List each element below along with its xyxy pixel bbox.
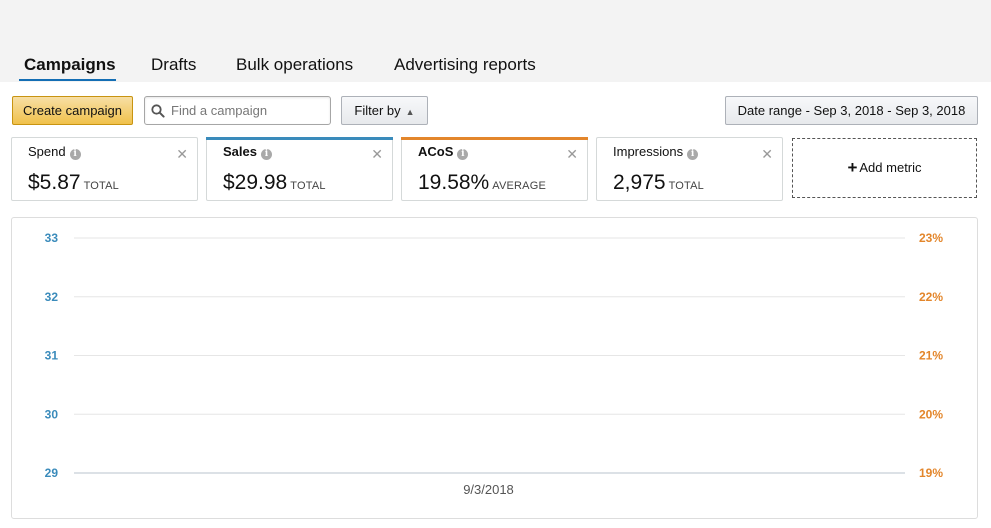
performance-chart: 33 23% 32 22% 31 21% 30 20% 29 19% 9/3/2018 bbox=[45, 231, 944, 497]
plus-icon: + bbox=[847, 158, 858, 177]
left-axis-tick-label: 31 bbox=[45, 349, 59, 363]
left-axis-tick-label: 32 bbox=[45, 290, 59, 304]
close-icon[interactable]: ✕ bbox=[761, 146, 773, 162]
info-icon[interactable]: i bbox=[687, 149, 699, 160]
metric-card-sales[interactable]: Sales i ✕ $29.98 TOTAL bbox=[206, 137, 393, 201]
metric-value: $29.98 TOTAL bbox=[223, 171, 326, 195]
right-axis-tick-label: 22% bbox=[919, 290, 943, 304]
metric-value: 2,975 TOTAL bbox=[613, 171, 704, 195]
metric-value-number: $29.98 bbox=[223, 171, 288, 194]
x-axis-tick-label: 9/3/2018 bbox=[463, 482, 514, 497]
metric-value-number: 19.58% bbox=[418, 171, 490, 194]
info-icon[interactable]: i bbox=[69, 149, 81, 160]
metric-unit: TOTAL bbox=[290, 180, 326, 192]
metric-title: Spend i bbox=[28, 144, 81, 160]
acos-color-bar bbox=[401, 137, 588, 140]
search-icon bbox=[151, 104, 165, 118]
filter-by-label: Filter by bbox=[354, 103, 401, 118]
metric-unit: TOTAL bbox=[668, 180, 704, 192]
metric-card-impressions[interactable]: Impressions i ✕ 2,975 TOTAL bbox=[596, 137, 783, 201]
close-icon[interactable]: ✕ bbox=[176, 146, 188, 162]
right-axis-tick-label: 21% bbox=[919, 349, 943, 363]
metric-title: Sales i bbox=[223, 144, 272, 160]
add-metric-label: Add metric bbox=[859, 160, 922, 175]
active-tab-indicator bbox=[19, 79, 116, 81]
left-axis-tick-label: 33 bbox=[45, 231, 59, 245]
metric-unit: TOTAL bbox=[83, 180, 119, 192]
metric-value: $5.87 TOTAL bbox=[28, 171, 119, 195]
metric-card-spend[interactable]: Spend i ✕ $5.87 TOTAL bbox=[11, 137, 198, 201]
metric-name: ACoS bbox=[418, 144, 454, 159]
metric-title: ACoS i bbox=[418, 144, 469, 160]
close-icon[interactable]: ✕ bbox=[371, 146, 383, 162]
metric-value: 19.58% AVERAGE bbox=[418, 171, 546, 195]
tab-bar: Campaigns Drafts Bulk operations Adverti… bbox=[0, 52, 991, 82]
info-icon[interactable]: i bbox=[457, 149, 469, 160]
add-metric-button[interactable]: + Add metric bbox=[792, 138, 977, 198]
date-range-button[interactable]: Date range - Sep 3, 2018 - Sep 3, 2018 bbox=[725, 96, 978, 125]
info-icon[interactable]: i bbox=[260, 149, 272, 160]
left-axis-tick-label: 30 bbox=[45, 407, 59, 421]
sales-color-bar bbox=[206, 137, 393, 140]
create-campaign-button[interactable]: Create campaign bbox=[12, 96, 133, 125]
metric-name: Impressions bbox=[613, 144, 684, 159]
filter-by-button[interactable]: Filter by ▲︎ bbox=[341, 96, 428, 125]
metric-value-number: $5.87 bbox=[28, 171, 81, 194]
metric-card-acos[interactable]: ACoS i ✕ 19.58% AVERAGE bbox=[401, 137, 588, 201]
metric-name: Spend bbox=[28, 144, 66, 159]
top-navigation-band: Campaigns Drafts Bulk operations Adverti… bbox=[0, 0, 991, 82]
metric-unit: AVERAGE bbox=[492, 180, 547, 192]
metric-value-number: 2,975 bbox=[613, 171, 666, 194]
tab-advertising-reports[interactable]: Advertising reports bbox=[394, 55, 536, 74]
right-axis-tick-label: 19% bbox=[919, 466, 943, 480]
tab-bulk-operations[interactable]: Bulk operations bbox=[236, 55, 354, 74]
close-icon[interactable]: ✕ bbox=[566, 146, 578, 162]
tab-campaigns[interactable]: Campaigns bbox=[24, 55, 116, 74]
right-axis-tick-label: 23% bbox=[919, 231, 943, 245]
metric-title: Impressions i bbox=[613, 144, 699, 160]
sort-caret-icon: ▲︎ bbox=[405, 107, 415, 117]
metric-name: Sales bbox=[223, 144, 257, 159]
search-input[interactable] bbox=[171, 100, 326, 121]
performance-chart-panel: 33 23% 32 22% 31 21% 30 20% 29 19% 9/3/2018 bbox=[11, 217, 978, 519]
tab-drafts[interactable]: Drafts bbox=[151, 55, 197, 74]
left-axis-tick-label: 29 bbox=[45, 466, 59, 480]
right-axis-tick-label: 20% bbox=[919, 407, 943, 421]
search-box[interactable] bbox=[144, 96, 331, 125]
